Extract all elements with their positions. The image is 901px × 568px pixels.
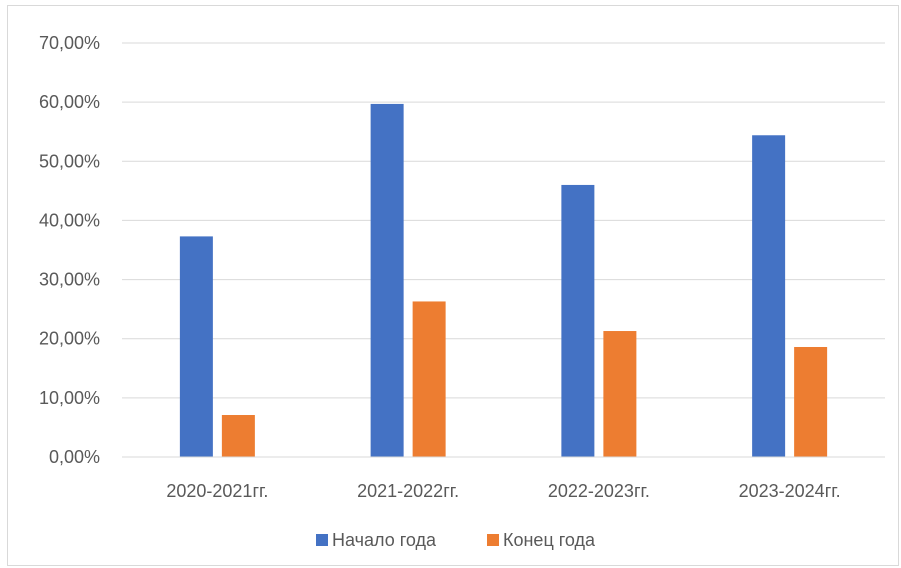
bars	[179, 103, 828, 457]
legend: Начало года Конец года	[316, 530, 596, 550]
x-category-label: 2023-2024гг.	[739, 481, 841, 501]
legend-swatch	[487, 534, 499, 546]
bar-series-2	[221, 415, 255, 457]
bar-series-1	[370, 103, 404, 457]
y-tick-label: 20,00%	[39, 329, 100, 349]
legend-label: Конец года	[503, 530, 596, 550]
x-category-label: 2021-2022гг.	[357, 481, 459, 501]
y-tick-label: 30,00%	[39, 270, 100, 290]
y-tick-label: 60,00%	[39, 92, 100, 112]
x-axis: 2020-2021гг. 2021-2022гг. 2022-2023гг. 2023…	[122, 456, 885, 501]
bar-series-1	[752, 135, 786, 457]
y-tick-label: 40,00%	[39, 210, 100, 230]
legend-swatch	[316, 534, 328, 546]
y-tick-label: 70,00%	[39, 33, 100, 53]
legend-label: Начало года	[332, 530, 437, 550]
y-tick-label: 0,00%	[49, 447, 100, 467]
bar-series-2	[412, 301, 446, 457]
y-tick-label: 50,00%	[39, 151, 100, 171]
chart-frame	[7, 5, 899, 566]
y-axis-tick-labels: 0,00% 10,00% 20,00% 30,00% 40,00% 50,00% 60,00…	[39, 33, 100, 467]
bar-series-2	[603, 331, 637, 457]
bar-series-1	[561, 184, 595, 457]
bar-series-2	[794, 346, 828, 457]
x-category-label: 2022-2023гг.	[548, 481, 650, 501]
x-category-label: 2020-2021гг.	[166, 481, 268, 501]
y-tick-label: 10,00%	[39, 388, 100, 408]
bar-series-1	[179, 236, 213, 457]
